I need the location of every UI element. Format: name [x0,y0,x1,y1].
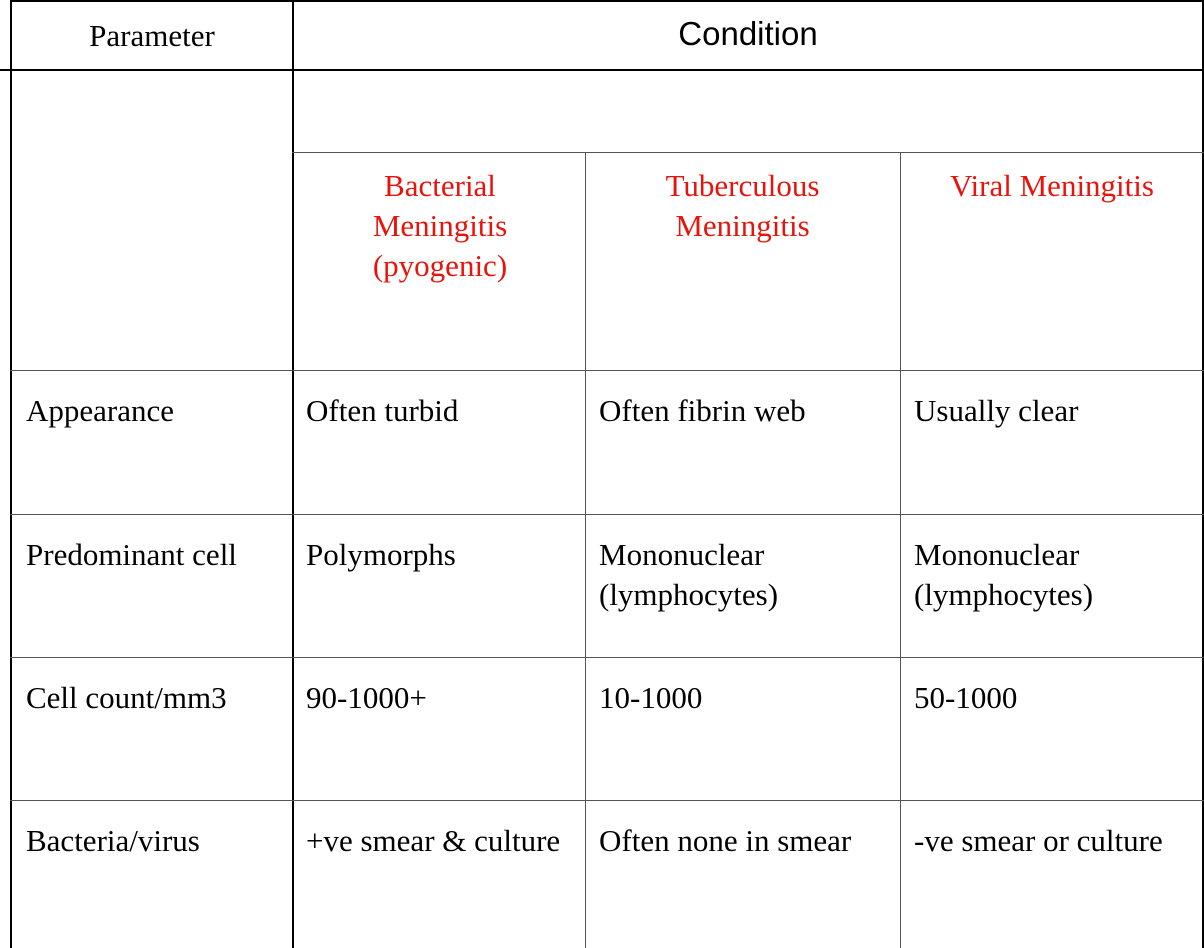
border [1202,0,1204,948]
table-cell: Mononuclear (lymphocytes) [914,537,1094,612]
row-label: Cell count/mm3 [26,680,227,715]
row-label: Predominant cell [26,537,237,572]
header-cell: Parameter [89,18,215,53]
table-cell: 10-1000 [599,680,703,715]
border [585,152,586,948]
border [10,514,1204,515]
condition-name: Viral Meningitis [950,168,1154,203]
border [10,0,1204,2]
border [292,0,294,948]
border [10,0,12,948]
row-label: Bacteria/virus [26,823,200,858]
border [900,152,901,948]
border [10,370,1204,371]
row-label: Appearance [26,393,175,428]
border [10,800,1204,801]
border [292,152,1204,153]
table-cell: 50-1000 [914,680,1018,715]
condition-name: Bacterial Meningitis (pyogenic) [372,168,508,283]
table-cell: Often turbid [306,393,459,428]
table-cell: Often fibrin web [599,393,806,428]
table-cell: Often none in smear [599,823,852,858]
table-cell: 90-1000+ [306,680,427,715]
table-cell: Usually clear [914,393,1079,428]
header-cell: Condition [678,15,818,52]
table-cell: -ve smear or culture [914,823,1163,858]
condition-name: Tuberculous Meningitis [665,168,820,243]
table-cell: Polymorphs [306,537,456,572]
border [10,657,1204,658]
border [0,69,1204,71]
table-cell: Mononuclear (lymphocytes) [599,537,779,612]
table-cell: +ve smear & culture [306,823,561,858]
